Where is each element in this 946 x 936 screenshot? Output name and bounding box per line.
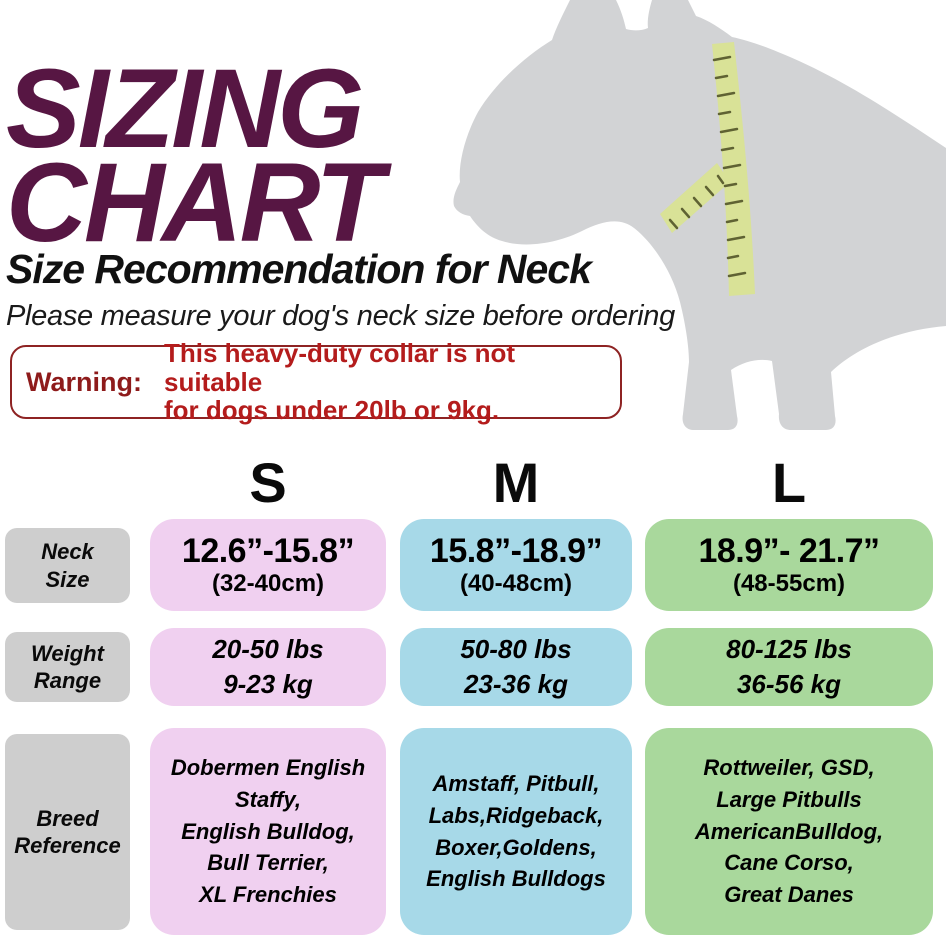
- row-label-breed-reference: Breed Reference: [5, 734, 130, 930]
- neck-size-m-inches: 15.8”-18.9”: [429, 532, 603, 571]
- neck-size-s-cm: (32-40cm): [211, 569, 325, 597]
- row-label-weight-range: Weight Range: [5, 632, 130, 702]
- weight-range-m: 50-80 lbs 23-36 kg: [460, 633, 572, 699]
- breed-list-s: Dobermen English Staffy, English Bulldog…: [170, 754, 366, 908]
- column-header-s: S: [249, 451, 287, 514]
- column-header-l: L: [771, 451, 807, 514]
- cell-weight-range-l: 80-125 lbs 36-56 kg: [645, 628, 933, 706]
- cell-breed-reference-l: Rottweiler, GSD, Large Pitbulls American…: [645, 728, 933, 935]
- cell-neck-size-s: 12.6”-15.8” (32-40cm): [150, 519, 386, 611]
- row-label-neck-size: Neck Size: [5, 528, 130, 603]
- cell-neck-size-l: 18.9”- 21.7” (48-55cm): [645, 519, 933, 611]
- column-header-m: M: [492, 451, 540, 514]
- cell-breed-reference-s: Dobermen English Staffy, English Bulldog…: [150, 728, 386, 935]
- page-title: SIZING CHART: [6, 46, 384, 266]
- dog-silhouette-with-measuring-tape-icon: [430, 0, 946, 440]
- neck-size-m-cm: (40-48cm): [459, 569, 573, 597]
- weight-range-s: 20-50 lbs 9-23 kg: [212, 633, 324, 699]
- cell-weight-range-m: 50-80 lbs 23-36 kg: [400, 628, 632, 706]
- neck-size-l-cm: (48-55cm): [732, 569, 846, 597]
- warning-label: Warning:: [26, 366, 142, 397]
- warning-box: Warning: This heavy-duty collar is not s…: [10, 339, 622, 425]
- warning-text: This heavy-duty collar is not suitable f…: [163, 338, 516, 426]
- breed-list-l: Rottweiler, GSD, Large Pitbulls American…: [694, 754, 884, 908]
- breed-list-m: Amstaff, Pitbull, Labs,Ridgeback, Boxer,…: [426, 770, 606, 892]
- measure-note: Please measure your dog's neck size befo…: [6, 300, 675, 332]
- subtitle-size-recommendation: Size Recommendation for Neck: [6, 246, 592, 292]
- neck-size-s-inches: 12.6”-15.8”: [181, 532, 355, 571]
- neck-size-l-inches: 18.9”- 21.7”: [698, 532, 880, 571]
- cell-weight-range-s: 20-50 lbs 9-23 kg: [150, 628, 386, 706]
- cell-breed-reference-m: Amstaff, Pitbull, Labs,Ridgeback, Boxer,…: [400, 728, 632, 935]
- weight-range-l: 80-125 lbs 36-56 kg: [726, 633, 852, 699]
- cell-neck-size-m: 15.8”-18.9” (40-48cm): [400, 519, 632, 611]
